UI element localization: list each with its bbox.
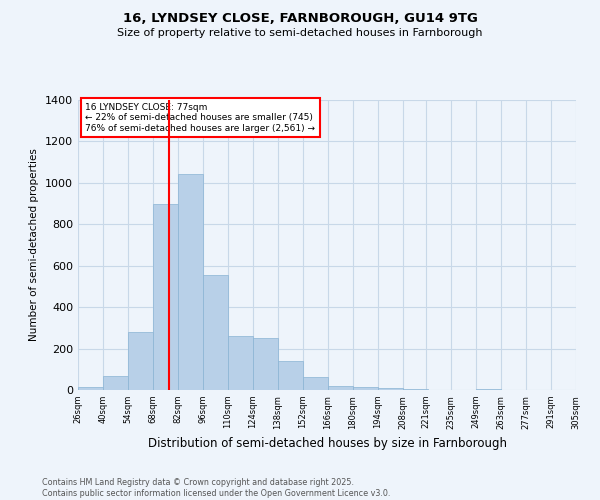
Y-axis label: Number of semi-detached properties: Number of semi-detached properties [29, 148, 40, 342]
Text: Size of property relative to semi-detached houses in Farnborough: Size of property relative to semi-detach… [117, 28, 483, 38]
Bar [203, 275, 228, 390]
Bar [128, 332, 153, 390]
Bar [103, 376, 128, 390]
Bar [353, 387, 378, 390]
Bar [78, 387, 103, 390]
Bar [228, 336, 253, 390]
Bar [178, 174, 203, 390]
Text: 16 LYNDSEY CLOSE: 77sqm
← 22% of semi-detached houses are smaller (745)
76% of s: 16 LYNDSEY CLOSE: 77sqm ← 22% of semi-de… [85, 103, 316, 132]
Bar [153, 204, 178, 390]
Bar [378, 388, 403, 390]
Bar [403, 389, 428, 390]
Bar [278, 361, 303, 390]
Text: Contains HM Land Registry data © Crown copyright and database right 2025.
Contai: Contains HM Land Registry data © Crown c… [42, 478, 391, 498]
Text: 16, LYNDSEY CLOSE, FARNBOROUGH, GU14 9TG: 16, LYNDSEY CLOSE, FARNBOROUGH, GU14 9TG [122, 12, 478, 26]
Bar [303, 376, 328, 390]
Bar [253, 338, 278, 390]
Bar [476, 389, 501, 390]
X-axis label: Distribution of semi-detached houses by size in Farnborough: Distribution of semi-detached houses by … [148, 437, 506, 450]
Bar [328, 386, 353, 390]
